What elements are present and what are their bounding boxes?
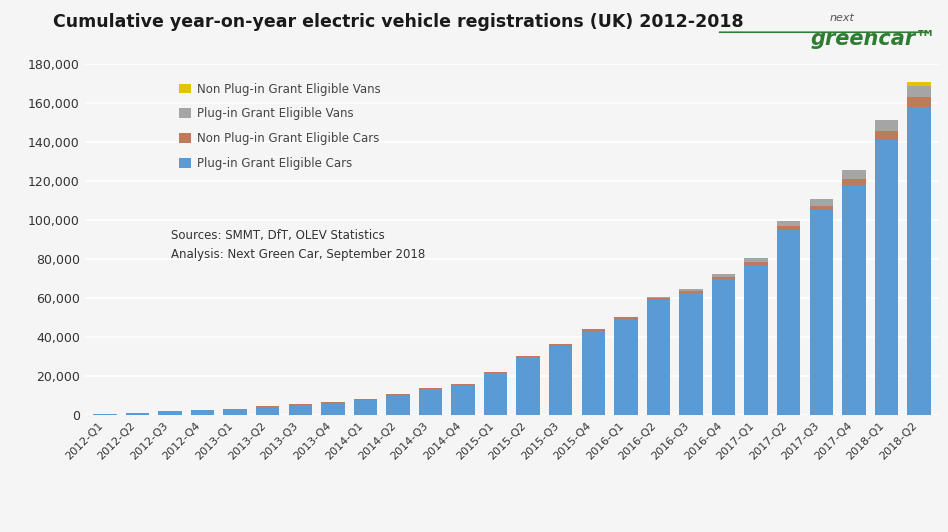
Bar	[256, 406, 280, 415]
Bar	[647, 298, 670, 300]
Text: next: next	[830, 13, 854, 23]
Bar	[451, 384, 475, 385]
Bar	[386, 394, 410, 395]
Bar	[744, 265, 768, 415]
Text: Cumulative year-on-year electric vehicle registrations (UK) 2012-2018: Cumulative year-on-year electric vehicle…	[53, 13, 743, 31]
Bar	[451, 385, 475, 415]
Bar	[907, 86, 931, 97]
Bar	[517, 358, 540, 415]
Bar	[712, 274, 736, 277]
Bar	[777, 221, 800, 226]
Bar	[419, 389, 442, 415]
Bar	[744, 262, 768, 265]
Bar	[680, 293, 702, 415]
Bar	[810, 199, 833, 206]
Bar	[354, 399, 377, 400]
Bar	[483, 372, 507, 373]
Bar	[875, 131, 898, 140]
Bar	[93, 414, 117, 415]
Bar	[647, 296, 670, 298]
Bar	[321, 403, 344, 415]
Bar	[582, 331, 605, 415]
Bar	[614, 319, 638, 415]
Bar	[288, 405, 312, 415]
Bar	[712, 277, 736, 279]
Bar	[549, 344, 573, 346]
Bar	[777, 226, 800, 230]
Bar	[810, 206, 833, 210]
Bar	[549, 346, 573, 415]
Bar	[875, 140, 898, 415]
Bar	[680, 289, 702, 290]
Bar	[386, 395, 410, 415]
Bar	[777, 230, 800, 415]
Bar	[842, 179, 866, 185]
Bar	[582, 329, 605, 331]
Text: greencar™: greencar™	[811, 29, 937, 49]
Text: Sources: SMMT, DfT, OLEV Statistics
Analysis: Next Green Car, September 2018: Sources: SMMT, DfT, OLEV Statistics Anal…	[171, 229, 425, 261]
Bar	[191, 410, 214, 415]
Legend: Non Plug-in Grant Eligible Vans, Plug-in Grant Eligible Vans, Non Plug-in Grant : Non Plug-in Grant Eligible Vans, Plug-in…	[176, 80, 383, 172]
Bar	[354, 400, 377, 415]
Bar	[744, 258, 768, 262]
Bar	[680, 290, 702, 293]
Bar	[907, 97, 931, 107]
Bar	[712, 279, 736, 415]
Bar	[614, 318, 638, 319]
Bar	[419, 388, 442, 389]
Bar	[647, 300, 670, 415]
Bar	[842, 170, 866, 179]
Bar	[517, 356, 540, 358]
Bar	[907, 82, 931, 86]
Bar	[126, 413, 149, 415]
Bar	[483, 373, 507, 415]
Bar	[842, 185, 866, 415]
Bar	[810, 210, 833, 415]
Bar	[224, 409, 246, 415]
Bar	[158, 411, 182, 415]
Bar	[875, 120, 898, 131]
Bar	[907, 107, 931, 415]
